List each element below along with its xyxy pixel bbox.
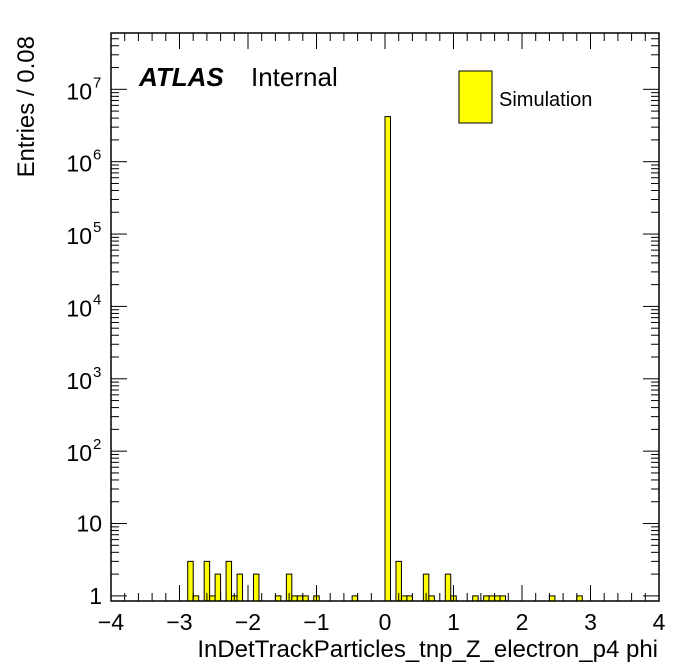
y-tick-exponent: 7 — [93, 74, 101, 91]
histogram-bar — [291, 595, 298, 602]
histogram-bar — [576, 595, 583, 602]
histogram-bar — [548, 595, 556, 602]
y-tick-label: 10 — [76, 511, 102, 537]
atlas-brand-label: ATLAS — [138, 62, 224, 92]
histogram-bar — [192, 595, 200, 602]
x-tick-label: −4 — [98, 609, 124, 635]
histogram-bar — [483, 595, 490, 602]
legend-label: Simulation — [499, 89, 592, 111]
histogram-bar — [406, 595, 413, 602]
x-tick-label: 4 — [653, 609, 666, 635]
x-tick-label: 3 — [584, 609, 597, 635]
x-tick-labels: −4 −3 −2 −1 0 1 2 3 4 — [98, 609, 666, 635]
x-tick-label: −1 — [303, 609, 329, 635]
histogram-bar — [236, 573, 244, 602]
histogram-bar — [444, 573, 452, 602]
histogram-bars — [187, 116, 583, 602]
y-tick-label: 10 — [66, 78, 92, 104]
histogram-bar — [187, 560, 194, 602]
histogram-bar — [351, 595, 359, 602]
histogram-bar — [274, 595, 282, 602]
histogram-bar — [252, 573, 260, 602]
histogram-bar — [296, 595, 304, 602]
histogram-bar — [428, 595, 435, 602]
x-tick-label: 1 — [447, 609, 460, 635]
x-tick-label: −2 — [235, 609, 261, 635]
legend-swatch — [458, 70, 493, 124]
x-tick-label: 0 — [379, 609, 392, 635]
x-tick-label: −3 — [166, 609, 192, 635]
y-tick-exponent: 3 — [93, 364, 101, 381]
y-tick-exponent: 5 — [93, 219, 101, 236]
y-tick-exponent: 2 — [93, 436, 101, 453]
histogram-bar — [302, 595, 309, 602]
y-tick-label: 10 — [66, 368, 92, 394]
y-axis-title: Entries / 0.08 — [13, 36, 40, 177]
histogram-bar — [472, 595, 479, 602]
atlas-status-label: Internal — [251, 62, 338, 92]
x-tick-label: 2 — [516, 609, 529, 635]
y-tick-label: 10 — [66, 295, 92, 321]
y-tick-label: 10 — [66, 151, 92, 177]
histogram-bar — [384, 116, 391, 602]
y-tick-exponent: 6 — [93, 147, 101, 164]
legend: Simulation — [458, 70, 592, 124]
y-tick-label: 1 — [89, 583, 102, 609]
histogram-bar — [488, 595, 496, 602]
histogram-bar — [499, 595, 507, 602]
y-tick-exponent: 4 — [93, 291, 101, 308]
plot-frame — [110, 32, 660, 602]
x-axis-title: InDetTrackParticles_tnp_Z_electron_p4 ph… — [197, 636, 658, 663]
histogram-bar — [225, 560, 233, 602]
histogram-bar — [209, 595, 216, 602]
histogram-bar — [400, 595, 408, 602]
histogram-bar — [494, 595, 501, 602]
histogram-bar — [214, 573, 222, 602]
y-tick-label: 10 — [66, 440, 92, 466]
y-tick-label: 10 — [66, 223, 92, 249]
